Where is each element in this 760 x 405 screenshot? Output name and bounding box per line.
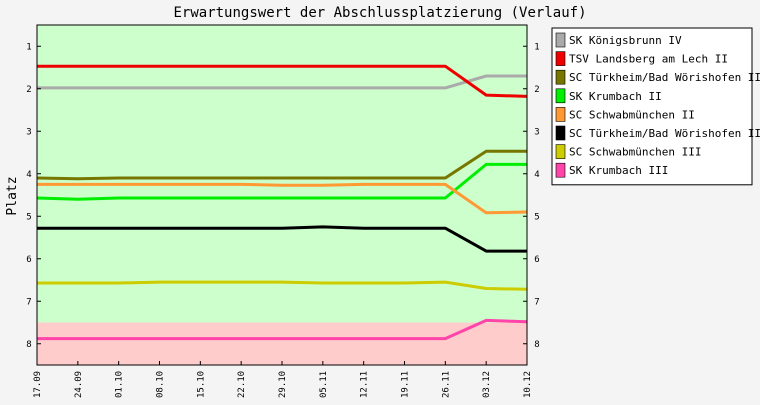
y-tick-label-right: 5 (534, 212, 539, 222)
zone-band-2 (37, 322, 527, 365)
x-tick-label: 17.09 (33, 371, 43, 398)
y-tick-label-right: 7 (534, 297, 539, 307)
x-tick-label: 10.12 (523, 371, 533, 398)
series-line-2 (37, 64, 528, 98)
x-tick-label: 19.11 (401, 371, 411, 398)
zone-band-1 (37, 25, 527, 323)
y-tick-label-right: 8 (534, 340, 539, 350)
x-tick-label: 03.12 (482, 371, 492, 398)
y-tick-label-left: 1 (26, 42, 31, 52)
series-line-8 (37, 318, 528, 341)
legend-swatch-8 (555, 162, 566, 178)
series-line-4 (36, 162, 527, 201)
series-line-6 (37, 225, 527, 253)
x-tick-label: 05.11 (319, 371, 329, 398)
series-lines (36, 64, 528, 341)
legend-swatch-7 (555, 144, 566, 159)
legend-label-1: SK Königsbrunn IV (569, 34, 682, 47)
legend-box (551, 27, 753, 186)
y-tick-label-right: 4 (534, 170, 539, 180)
legend-label-4: SK Krumbach II (569, 90, 662, 103)
legend-swatch-6 (555, 125, 566, 141)
x-tick-label: 01.10 (115, 371, 125, 398)
x-tick-label: 12.11 (360, 371, 370, 398)
y-tick-label-left: 5 (26, 212, 31, 222)
y-tick-label-left: 3 (26, 127, 31, 137)
legend-swatch-1 (555, 32, 566, 48)
series-line-5 (37, 182, 528, 215)
y-tick-label-left: 4 (26, 170, 31, 180)
y-ticks: 1 1 2 2 3 3 4 4 5 5 6 6 7 7 8 8 (26, 42, 539, 350)
legend-label-8: SK Krumbach III (569, 164, 668, 177)
y-tick-label-left: 8 (26, 340, 31, 350)
legend-label-6: SC Türkheim/Bad Wörishofen III (569, 127, 760, 140)
legend-label-2: TSV Landsberg am Lech II (569, 53, 728, 66)
x-tick-label: 15.10 (196, 371, 206, 398)
chart-title: Erwartungswert der Abschlussplatzierung … (173, 5, 586, 21)
x-tick-label: 26.11 (441, 371, 451, 398)
legend-swatch-2 (555, 51, 566, 66)
y-tick-label-right: 6 (534, 255, 539, 265)
y-axis-label: Platz (5, 176, 20, 215)
plot-zones (37, 25, 527, 365)
legend-label-3: SC Türkheim/Bad Wörishofen II (569, 71, 760, 84)
x-tick-label: 29.10 (278, 371, 288, 398)
y-tick-label-left: 7 (26, 297, 31, 307)
y-tick-label-right: 1 (534, 42, 539, 52)
y-tick-label-left: 6 (26, 255, 31, 265)
legend-swatch-4 (555, 88, 566, 104)
x-ticks: 17.09 24.09 01.10 08.10 15.10 22.10 29.10 05.11… (33, 361, 533, 398)
y-tick-label-left: 2 (26, 85, 31, 95)
series-line-3 (36, 149, 527, 181)
series-line-7 (37, 280, 528, 291)
legend-swatch-5 (555, 107, 566, 122)
legend: SK Königsbrunn IV TSV Landsberg am Lech I… (551, 27, 760, 186)
x-tick-label: 08.10 (156, 371, 166, 398)
x-tick-label: 24.09 (74, 371, 84, 398)
series-line-1 (37, 74, 527, 90)
legend-swatch-3 (555, 69, 566, 85)
x-tick-label: 22.10 (237, 371, 247, 398)
y-tick-label-right: 3 (534, 127, 539, 137)
legend-label-5: SC Schwabmünchen II (569, 108, 695, 121)
legend-label-7: SC Schwabmünchen III (569, 146, 701, 159)
y-tick-label-right: 2 (534, 85, 539, 95)
